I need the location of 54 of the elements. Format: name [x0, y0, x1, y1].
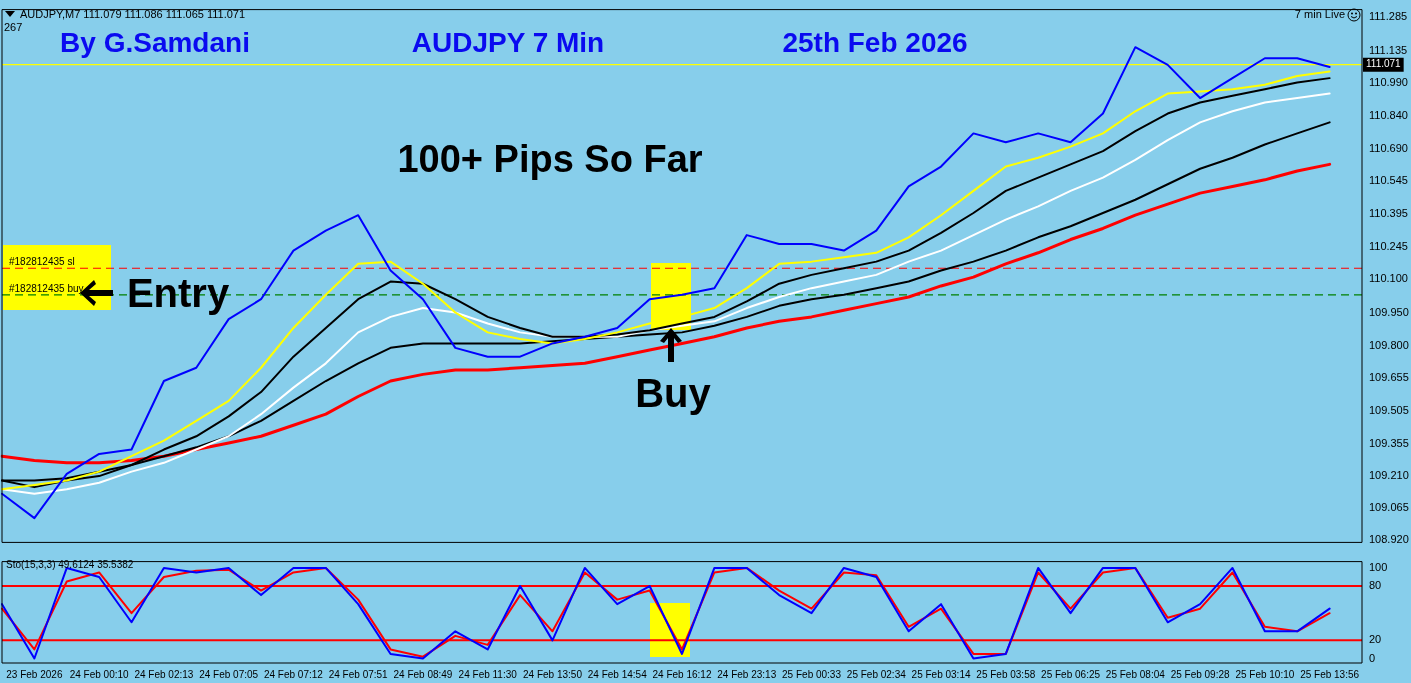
ref-line-label: #182812435 buy: [9, 282, 84, 294]
y-tick-label: 110.545: [1369, 173, 1408, 186]
y-tick-label: 110.245: [1369, 240, 1408, 253]
x-tick-label: 25 Feb 06:25: [1041, 668, 1101, 680]
x-tick-label: 24 Feb 14:54: [587, 668, 648, 680]
y-tick-label: 110.840: [1369, 108, 1408, 121]
y-tick-label: 111.285: [1369, 10, 1408, 23]
annotation: Buy: [635, 370, 712, 415]
ref-line-label: 111.071: [1366, 58, 1402, 70]
x-tick-label: 24 Feb 13:50: [523, 668, 583, 680]
x-tick-label: 25 Feb 10:10: [1235, 668, 1295, 680]
x-tick-label: 24 Feb 02:13: [134, 668, 194, 680]
text: AUDJPY 7 Min: [411, 27, 605, 58]
x-tick-label: 25 Feb 02:34: [846, 668, 907, 680]
x-tick-label: 24 Feb 07:05: [199, 668, 259, 680]
x-tick-label: 25 Feb 03:58: [976, 668, 1036, 680]
annotation: 100+ Pips So Far: [397, 138, 703, 180]
y-tick-label: 109.505: [1369, 403, 1409, 416]
y-tick-label: 100: [1369, 560, 1388, 573]
y-tick-label: 111.135: [1369, 43, 1408, 56]
y-tick-label: 109.355: [1369, 437, 1409, 450]
x-tick-label: 25 Feb 09:28: [1170, 668, 1230, 680]
annotation: Sto(15,3,3) 49.6124 35.5382: [6, 559, 134, 570]
x-tick-label: 24 Feb 08:49: [393, 668, 453, 680]
y-tick-label: 110.100: [1369, 272, 1408, 285]
y-tick-label: 110.395: [1369, 207, 1408, 220]
y-tick-label: 109.065: [1369, 501, 1409, 514]
x-tick-label: 24 Feb 07:12: [263, 668, 324, 680]
x-tick-label: 25 Feb 03:14: [911, 668, 971, 680]
x-tick-label: 24 Feb 00:10: [69, 668, 130, 680]
x-tick-label: 23 Feb 2026: [6, 668, 63, 680]
annotation: By G.Samdani: [60, 27, 250, 58]
annotation: 267: [4, 21, 23, 33]
y-tick-label: 110.990: [1369, 75, 1408, 88]
y-tick-label: 20: [1369, 633, 1382, 646]
ref-line-label: #182812435 sl: [9, 256, 75, 268]
x-tick-label: 24 Feb 11:30: [458, 668, 518, 680]
y-tick-label: 109.950: [1369, 305, 1409, 318]
x-tick-label: 24 Feb 16:12: [652, 668, 712, 680]
y-tick-label: 109.655: [1369, 370, 1409, 383]
x-tick-label: 25 Feb 13:56: [1300, 668, 1360, 680]
x-tick-label: 24 Feb 07:51: [328, 668, 389, 680]
x-tick-label: 24 Feb 23:13: [717, 668, 777, 680]
x-tick-label: 25 Feb 00:33: [782, 668, 842, 680]
y-tick-label: 80: [1369, 579, 1382, 592]
y-tick-label: 109.800: [1369, 338, 1409, 351]
annotation: 7 min Live: [1294, 8, 1345, 20]
y-tick-label: 108.920: [1369, 533, 1409, 546]
y-tick-label: 110.690: [1369, 141, 1408, 154]
annotation: AUDJPY,M7 111.079 111.086 111.065 111.071: [20, 8, 246, 20]
text: 25th Feb 2026: [782, 27, 968, 58]
y-tick-label: 109.210: [1369, 469, 1409, 482]
y-tick-label: 0: [1369, 651, 1376, 664]
x-tick-label: 25 Feb 08:04: [1105, 668, 1166, 680]
